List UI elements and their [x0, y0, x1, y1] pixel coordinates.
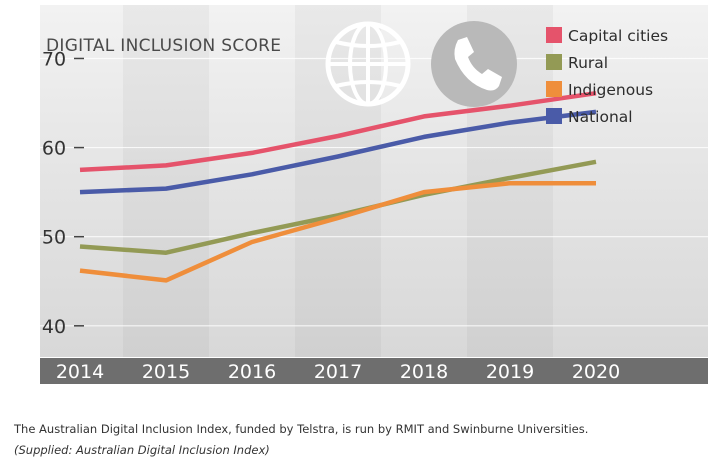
series-line-national [79, 109, 597, 195]
series-line-capital-cities [79, 90, 597, 173]
globe-icon [325, 21, 411, 107]
series-line-rural [79, 159, 597, 255]
legend-label: Capital cities [568, 27, 668, 45]
caption-text: The Australian Digital Inclusion Index, … [14, 422, 589, 436]
chart-title: DIGITAL INCLUSION SCORE [46, 36, 281, 56]
legend-swatch [546, 108, 562, 124]
x-tick-label: 2018 [400, 361, 448, 383]
x-tick-label: 2016 [228, 361, 276, 383]
legend-label: Indigenous [568, 81, 653, 99]
x-tick-label: 2019 [486, 361, 534, 383]
caption-source: (Supplied: Australian Digital Inclusion … [14, 443, 270, 457]
x-tick-label: 2017 [314, 361, 362, 383]
legend-swatch [546, 54, 562, 70]
series-line-indigenous [79, 180, 596, 283]
column-stripe [123, 5, 209, 357]
line-chart: 40 50 60 70 DIGITAL INCLUSION SCORE Capital… [40, 5, 708, 384]
chart-figure: 40 50 60 70 DIGITAL INCLUSION SCORE Capital… [14, 5, 708, 457]
phone-icon [431, 21, 517, 107]
y-tick-label: 70 [42, 48, 66, 70]
y-tick-label: 40 [42, 316, 66, 338]
x-tick-label: 2015 [142, 361, 190, 383]
y-tick-label: 60 [42, 138, 66, 160]
x-tick-label: 2020 [572, 361, 620, 383]
x-tick-label: 2014 [56, 361, 104, 383]
x-axis-band [40, 358, 708, 384]
legend-label: National [568, 108, 633, 126]
legend-swatch [546, 81, 562, 97]
legend-label: Rural [568, 54, 608, 72]
legend-swatch [546, 27, 562, 43]
y-tick-label: 50 [42, 227, 66, 249]
